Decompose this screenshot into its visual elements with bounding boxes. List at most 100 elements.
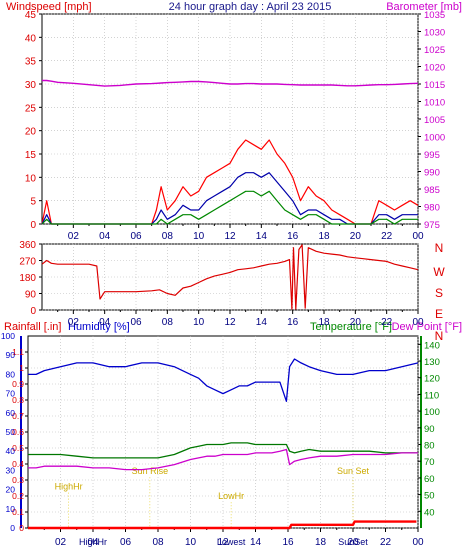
humidity-tick-label: 40 (6, 446, 16, 456)
x-tick-label: 06 (130, 231, 142, 242)
rain-tick-label: 0.3 (12, 475, 24, 485)
x-tick-label: 16 (287, 231, 299, 242)
temperature-tick-label: 60 (424, 474, 435, 485)
annotation-label: HighHr (55, 482, 83, 492)
temperature-tick-label: 140 (424, 340, 440, 351)
direction-tick-label: 90 (25, 290, 37, 301)
x-tick-label: 04 (87, 537, 99, 548)
annotation-label: LowHr (218, 491, 244, 501)
windspeed-tick-label: 40 (25, 33, 37, 44)
rainfall-axis-label: Rainfall [.in] (4, 321, 61, 333)
x-tick-label: 14 (250, 537, 262, 548)
windspeed-tick-label: 20 (25, 127, 37, 138)
compass-label: N (435, 241, 444, 255)
panel-3: 00.10.20.30.40.50.60.70.80.911.101020304… (1, 331, 440, 548)
barometer-tick-label: 995 (424, 150, 440, 161)
direction-tick-label: 360 (19, 240, 36, 251)
barometer-tick-label: 985 (424, 185, 440, 196)
x-tick-label: 18 (318, 317, 330, 328)
compass-label: N (435, 329, 444, 343)
rain-tick-label: 0.1 (12, 507, 24, 517)
temperature-tick-label: 90 (424, 424, 435, 435)
x-tick-label: 22 (381, 231, 393, 242)
temperature-tick-label: 130 (424, 357, 440, 368)
series-rainfall (28, 520, 417, 530)
temperature-tick-label: 40 (424, 507, 435, 518)
panel-1: 0510152025303540459759809859909951000100… (25, 10, 445, 242)
x-tick-label: 12 (224, 231, 236, 242)
rain-tick-label: 0.2 (12, 491, 24, 501)
humidity-tick-label: 50 (6, 427, 16, 437)
temperature-axis-label: Temperature [°F] (310, 321, 392, 333)
compass-label: W (433, 265, 445, 279)
barometer-tick-label: 1030 (424, 28, 445, 39)
x-tick-label: 02 (55, 537, 67, 548)
windspeed-tick-label: 45 (25, 10, 37, 21)
x-tick-label: 22 (381, 317, 393, 328)
x-tick-label: 08 (152, 537, 164, 548)
panels: 0510152025303540459759809859909951000100… (1, 10, 446, 548)
temperature-tick-label: 70 (424, 457, 435, 468)
direction-tick-label: 270 (19, 257, 36, 268)
compass-label: S (435, 286, 443, 300)
temperature-tick-label: 50 (424, 491, 435, 502)
windspeed-tick-label: 10 (25, 173, 37, 184)
series-humidity (28, 358, 419, 402)
x-tick-label: 16 (287, 317, 299, 328)
barometer-tick-label: 990 (424, 168, 440, 179)
series-temperature (28, 442, 418, 459)
x-tick-label: 18 (318, 231, 330, 242)
rain-tick-label: 0.4 (12, 459, 24, 469)
x-tick-label: 06 (120, 537, 132, 548)
rain-tick-label: 0 (19, 523, 24, 533)
x-tick-label: 22 (380, 537, 392, 548)
x-tick-label: 08 (162, 317, 174, 328)
x-tick-label: 10 (185, 537, 197, 548)
barometer-tick-label: 1020 (424, 63, 445, 74)
series-dewpoint (28, 448, 418, 471)
x-tick-label: 04 (99, 231, 111, 242)
x-tick-label: 02 (68, 231, 80, 242)
x-tick-label: 14 (256, 231, 268, 242)
x-tick-label: 12 (224, 317, 236, 328)
humidity-tick-label: 90 (6, 350, 16, 360)
annotation-label: Sun Set (337, 466, 370, 476)
humidity-tick-label: 80 (6, 369, 16, 379)
rain-tick-label: 1 (19, 363, 24, 373)
rain-tick-label: 0.7 (12, 411, 24, 421)
chart-title: 24 hour graph day : April 23 2015 (169, 1, 332, 13)
x-tick-label: 10 (193, 231, 205, 242)
rain-tick-label: 0.9 (12, 379, 24, 389)
annotation-label: Sun Rise (132, 466, 169, 476)
temperature-tick-label: 110 (424, 390, 439, 401)
barometer-tick-label: 1015 (424, 80, 445, 91)
direction-tick-label: 180 (19, 273, 36, 284)
barometer-tick-label: 1010 (424, 98, 445, 109)
x-tick-label: 10 (193, 317, 205, 328)
barometer-tick-label: 1035 (424, 10, 445, 21)
x-tick-label: 04 (99, 317, 111, 328)
x-tick-label: 02 (68, 317, 80, 328)
x-tick-label: 08 (162, 231, 174, 242)
bottom-marker-label: SunSet (338, 537, 368, 547)
dewpoint-axis-label: Dew Point [°F] (392, 321, 462, 333)
barometer-tick-label: 1005 (424, 115, 445, 126)
temperature-tick-label: 100 (424, 407, 440, 418)
barometer-axis-label: Barometer [mb] (386, 1, 462, 13)
series-barometer (42, 79, 419, 87)
humidity-tick-label: 30 (6, 465, 16, 475)
x-tick-label: 18 (315, 537, 327, 548)
x-tick-label: 06 (130, 317, 142, 328)
windspeed-tick-label: 0 (30, 220, 36, 231)
x-tick-label: 12 (217, 537, 229, 548)
x-tick-label: 20 (347, 537, 359, 548)
x-tick-label: 20 (350, 231, 362, 242)
windspeed-tick-label: 25 (25, 103, 37, 114)
series-speed (41, 190, 418, 225)
windspeed-axis-label: Windspeed [mph] (6, 1, 92, 13)
barometer-tick-label: 1000 (424, 133, 445, 144)
barometer-tick-label: 975 (424, 220, 440, 231)
windspeed-tick-label: 35 (25, 57, 37, 68)
